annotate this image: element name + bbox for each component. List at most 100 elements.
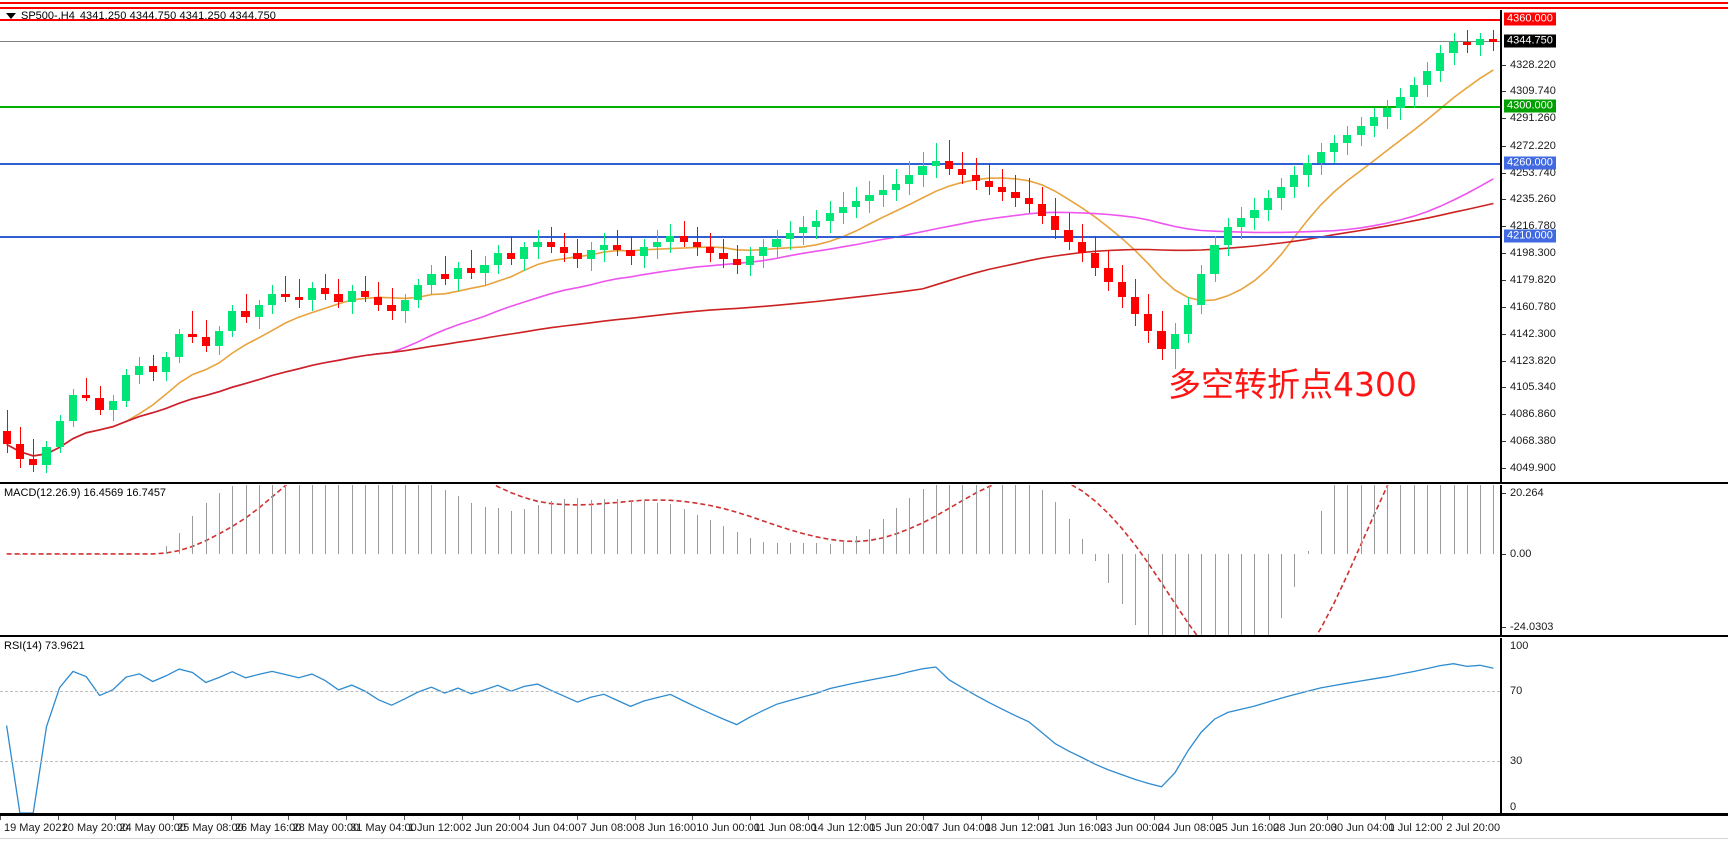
candle-body bbox=[55, 421, 64, 448]
candle-body bbox=[268, 293, 277, 306]
rsi-tick-label: 100 bbox=[1510, 640, 1529, 652]
macd-histogram-bar bbox=[285, 485, 287, 554]
candle-body bbox=[1422, 70, 1432, 86]
macd-histogram-bar bbox=[1413, 485, 1415, 554]
time-separator bbox=[1211, 816, 1213, 820]
macd-histogram-bar bbox=[603, 498, 605, 554]
macd-histogram-bar bbox=[577, 498, 579, 554]
price-plot-area[interactable]: 多空转折点4300 bbox=[0, 10, 1500, 482]
macd-histogram-bar bbox=[378, 485, 380, 554]
candle-body bbox=[812, 221, 821, 228]
candle-body bbox=[1462, 41, 1471, 45]
candle-body bbox=[1489, 38, 1498, 42]
price-tickmark bbox=[1502, 279, 1506, 281]
time-tick-label: 2 Jul 20:00 bbox=[1446, 822, 1501, 834]
top-band-line-1 bbox=[0, 2, 1728, 4]
candle-body bbox=[666, 235, 675, 242]
time-separator bbox=[115, 816, 117, 820]
time-tick-label: 2 Jun 20:00 bbox=[465, 822, 524, 834]
price-badge-blue: 4210.000 bbox=[1504, 229, 1556, 243]
candle-body bbox=[586, 250, 595, 259]
candle-body bbox=[2, 431, 11, 445]
time-tick-label: 24 Jun 08:00 bbox=[1157, 822, 1222, 834]
top-band-line-2 bbox=[0, 7, 1728, 9]
price-tickmark bbox=[1502, 118, 1506, 120]
candle-wick bbox=[1028, 177, 1030, 213]
candle-body bbox=[626, 250, 635, 257]
price-tick-label: 4216.780 bbox=[1510, 220, 1556, 233]
price-tick-label: 4309.740 bbox=[1510, 85, 1556, 98]
price-tick-label: 4198.300 bbox=[1510, 246, 1556, 259]
macd-histogram-bar bbox=[1095, 553, 1097, 562]
time-separator bbox=[173, 816, 175, 820]
macd-histogram-bar bbox=[311, 485, 313, 554]
price-badge-black: 4344.750 bbox=[1504, 34, 1556, 48]
candle-body bbox=[360, 290, 370, 297]
candle-body bbox=[254, 305, 263, 317]
candle-wick bbox=[325, 273, 327, 300]
candle-body bbox=[387, 305, 396, 312]
time-separator bbox=[865, 816, 867, 820]
macd-plot-area[interactable]: MACD(12.26.9) 16.4569 16.7457 bbox=[0, 485, 1500, 635]
candle-body bbox=[1263, 198, 1272, 210]
candle-body bbox=[1356, 125, 1365, 135]
candle-body bbox=[732, 259, 741, 265]
candle-wick bbox=[550, 227, 552, 254]
candle-body bbox=[414, 285, 423, 300]
candle-body bbox=[1064, 230, 1073, 242]
candle-body bbox=[1091, 253, 1100, 268]
macd-histogram-bar bbox=[431, 485, 433, 554]
candle-body bbox=[1130, 296, 1140, 315]
time-tick-label: 18 Jun 12:00 bbox=[984, 822, 1049, 834]
rsi-tick-label: 30 bbox=[1510, 754, 1523, 767]
macd-histogram-bar bbox=[670, 503, 672, 554]
candle-wick bbox=[391, 287, 393, 320]
time-separator bbox=[1442, 816, 1444, 820]
rsi-band-70 bbox=[0, 690, 1500, 692]
macd-histogram-bar bbox=[1161, 553, 1163, 635]
time-tick-label: 31 May 04:00 bbox=[350, 822, 417, 834]
time-tick-label: 25 Jun 16:00 bbox=[1215, 822, 1280, 834]
candle-wick bbox=[1015, 175, 1017, 207]
candle-body bbox=[214, 331, 224, 346]
candle-body bbox=[95, 398, 104, 410]
candle-wick bbox=[298, 279, 300, 309]
chevron-down-icon[interactable] bbox=[6, 12, 16, 19]
time-separator bbox=[750, 816, 751, 820]
moving-average-overlay bbox=[6, 69, 1494, 457]
macd-tick-label: 0.00 bbox=[1510, 547, 1532, 560]
time-separator bbox=[0, 816, 1, 820]
time-separator bbox=[288, 816, 290, 820]
rsi-plot-area[interactable]: RSI(14) 73.9621 bbox=[0, 638, 1500, 813]
candle-wick bbox=[444, 256, 446, 286]
macd-histogram-bar bbox=[59, 553, 61, 555]
candle-body bbox=[1037, 204, 1047, 216]
macd-histogram-bar bbox=[1108, 553, 1110, 583]
price-tickmark bbox=[1502, 64, 1506, 66]
price-tick-label: 4049.900 bbox=[1510, 461, 1556, 474]
macd-histogram-bar bbox=[1055, 502, 1057, 554]
macd-histogram-bar bbox=[391, 485, 393, 554]
macd-histogram-bar bbox=[750, 537, 751, 554]
price-tick-label: 4105.340 bbox=[1510, 381, 1556, 394]
candle-body bbox=[1051, 215, 1060, 231]
price-axis[interactable]: 4328.220 4309.740 4291.260 4272.220 4253.740… bbox=[1500, 10, 1728, 482]
candle-body bbox=[1183, 305, 1193, 335]
macd-histogram-bar bbox=[418, 485, 420, 554]
candle-body bbox=[121, 374, 131, 401]
candle-wick bbox=[33, 438, 35, 472]
candle-wick bbox=[723, 238, 725, 268]
macd-histogram-bar bbox=[46, 553, 48, 555]
candle-body bbox=[878, 189, 887, 196]
macd-histogram-bar bbox=[1347, 485, 1349, 554]
candle-wick bbox=[205, 319, 207, 352]
macd-histogram-bar bbox=[763, 542, 765, 554]
panel-divider-2 bbox=[0, 635, 1728, 637]
candle-body bbox=[1011, 192, 1020, 199]
price-tick-label: 4068.380 bbox=[1510, 434, 1556, 447]
time-axis[interactable]: 19 May 2021 20 May 20:00 24 May 00:00 25 Ma… bbox=[0, 815, 1728, 841]
macd-histogram-bar bbox=[179, 532, 181, 554]
candle-body bbox=[891, 183, 901, 190]
time-separator bbox=[1326, 816, 1328, 820]
